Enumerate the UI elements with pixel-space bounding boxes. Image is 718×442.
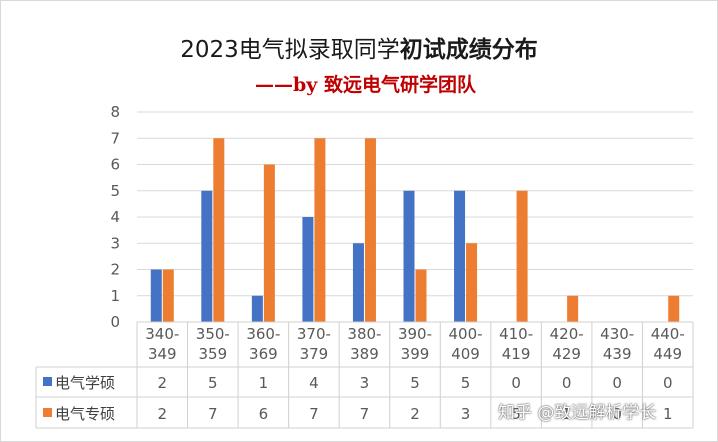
bar xyxy=(364,138,376,322)
chart-title-part1: 2023电气拟录取同学 xyxy=(180,37,400,63)
data-table-value: 0 xyxy=(612,405,622,423)
category-label: 379 xyxy=(300,345,329,363)
data-table-value: 2 xyxy=(157,405,167,423)
data-table-value: 7 xyxy=(309,405,319,423)
category-label: 409 xyxy=(451,345,480,363)
watermark-text: 知乎 @致远解析学长 xyxy=(498,403,657,423)
y-tick-label: 1 xyxy=(110,287,120,305)
data-table-value: 0 xyxy=(663,374,673,392)
chart-subtitle: ——by 致远电气研学团队 xyxy=(255,74,476,96)
data-table-value: 7 xyxy=(360,405,370,423)
y-tick-label: 5 xyxy=(110,182,120,200)
y-tick-label: 0 xyxy=(110,313,120,331)
data-table-value: 5 xyxy=(208,374,218,392)
category-label: 369 xyxy=(249,345,278,363)
bar xyxy=(314,138,326,322)
legend-key xyxy=(43,377,52,386)
category-label: 359 xyxy=(198,345,227,363)
category-label: 419 xyxy=(502,345,531,363)
category-label: 340- xyxy=(145,325,179,343)
y-tick-label: 7 xyxy=(110,129,120,147)
category-label: 399 xyxy=(401,345,430,363)
category-label: 449 xyxy=(653,345,682,363)
bar xyxy=(251,295,263,322)
category-label: 410- xyxy=(499,325,533,343)
bar xyxy=(403,190,415,322)
category-label: 429 xyxy=(552,345,581,363)
legend-series-name: 电气专硕 xyxy=(55,405,115,423)
data-table-value: 1 xyxy=(562,405,572,423)
category-label: 380- xyxy=(347,325,381,343)
category-label: 420- xyxy=(550,325,584,343)
category-label: 390- xyxy=(398,325,432,343)
category-label: 430- xyxy=(600,325,634,343)
bar xyxy=(466,243,478,322)
data-table-value: 0 xyxy=(562,374,572,392)
bar xyxy=(567,295,579,322)
chart-title-part2: 初试成绩分布 xyxy=(399,37,538,63)
category-label: 440- xyxy=(651,325,685,343)
data-table-value: 7 xyxy=(208,405,218,423)
category-label: 349 xyxy=(148,345,177,363)
category-label: 389 xyxy=(350,345,379,363)
y-tick-label: 6 xyxy=(110,156,120,174)
data-table-value: 5 xyxy=(410,374,420,392)
legend-series-name: 电气学硕 xyxy=(55,374,115,392)
data-table-value: 2 xyxy=(157,374,167,392)
data-table-value: 4 xyxy=(309,374,319,392)
data-table-value: 3 xyxy=(360,374,370,392)
y-tick-label: 8 xyxy=(110,103,120,121)
chart-title: 2023电气拟录取同学初试成绩分布 xyxy=(0,30,718,64)
bar xyxy=(454,190,466,322)
y-tick-label: 4 xyxy=(110,208,120,226)
legend-key xyxy=(43,408,52,417)
data-table-value: 0 xyxy=(511,374,521,392)
bar xyxy=(213,138,225,322)
category-label: 400- xyxy=(449,325,483,343)
data-table-value: 2 xyxy=(410,405,420,423)
y-tick-label: 2 xyxy=(110,261,120,279)
category-label: 439 xyxy=(603,345,632,363)
data-table-value: 1 xyxy=(663,405,673,423)
category-label: 370- xyxy=(297,325,331,343)
bar xyxy=(516,190,528,322)
data-table-value: 5 xyxy=(511,405,521,423)
data-table-value: 3 xyxy=(461,405,471,423)
data-table-value: 5 xyxy=(461,374,471,392)
bar xyxy=(263,164,275,322)
bar xyxy=(150,269,162,322)
bar xyxy=(302,217,314,322)
category-label: 350- xyxy=(196,325,230,343)
data-table-value: 1 xyxy=(259,374,269,392)
bar xyxy=(352,243,364,322)
bar xyxy=(201,190,213,322)
bar xyxy=(668,295,680,322)
data-table-value: 6 xyxy=(259,405,269,423)
data-table-value: 0 xyxy=(612,374,622,392)
category-label: 360- xyxy=(246,325,280,343)
y-tick-label: 3 xyxy=(110,234,120,252)
bar xyxy=(415,269,427,322)
bar xyxy=(162,269,174,322)
